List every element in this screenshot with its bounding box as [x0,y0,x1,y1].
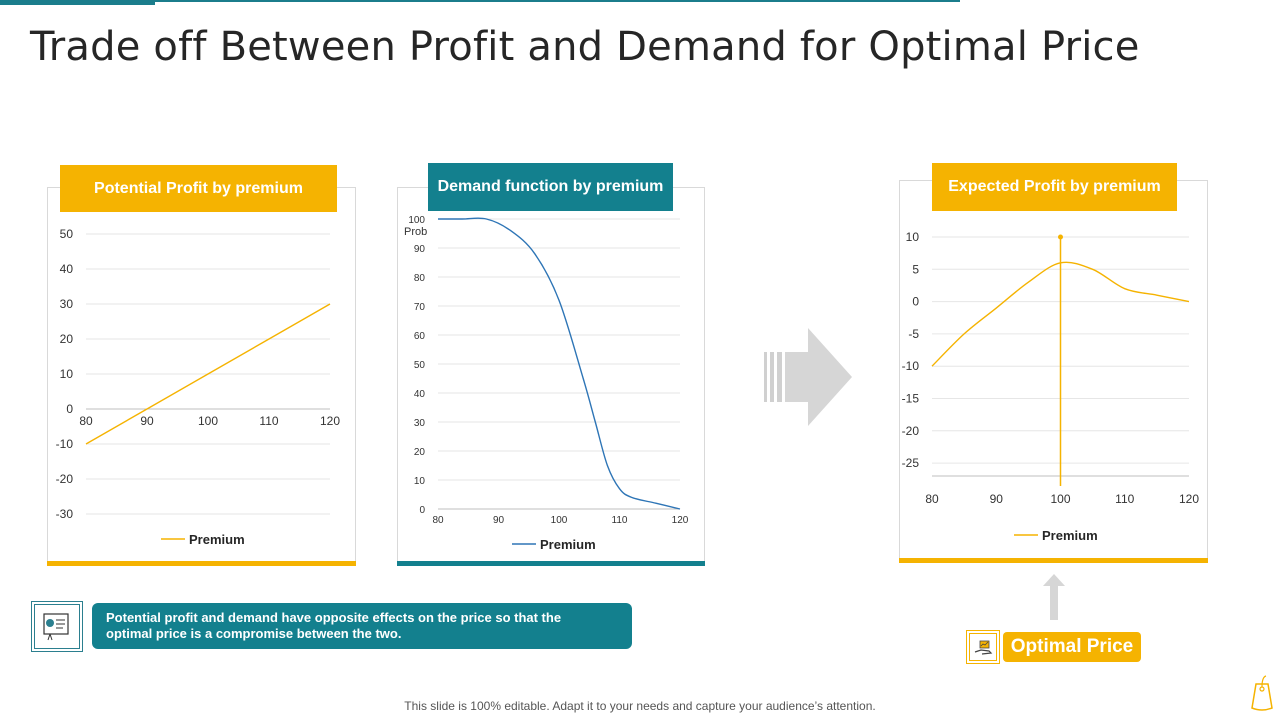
demand-panel-bottom-bar [397,561,705,566]
y-tick-label: 60 [414,331,426,342]
hand-chart-icon [966,630,1000,664]
legend-label: Premium [1042,528,1098,543]
series-line [437,217,681,510]
profit-panel-bottom-bar [47,561,356,566]
price-tag-icon [1251,675,1273,711]
y-tick-label: -10 [56,437,74,451]
y-tick-label: 10 [906,230,920,244]
y-tick-label: 90 [414,244,426,255]
y-tick-label: 10 [414,476,426,487]
x-tick-label: 90 [493,515,505,526]
summary-note-line-1: Potential profit and demand have opposit… [106,610,562,625]
x-tick-label: 80 [925,492,939,506]
demand-chart-title: Demand function by premium [428,163,673,211]
x-tick-label: 80 [79,414,93,428]
x-tick-label: 100 [1050,492,1070,506]
y-tick-label: 70 [414,302,426,313]
y-tick-label: 0 [912,295,919,309]
y-tick-label: 40 [60,262,74,276]
optimal-marker-point [1058,234,1063,240]
optimal-price-label: Optimal Price [1003,632,1141,662]
y-tick-label: 50 [414,360,426,371]
top-rule [0,0,960,2]
top-rule-accent [0,0,155,5]
y-tick-label: -20 [56,472,74,486]
y-tick-label: -20 [902,424,920,438]
legend-label: Premium [540,537,596,552]
x-tick-label: 110 [259,414,278,428]
profit-chart-title: Potential Profit by premium [60,165,337,212]
x-tick-label: 120 [320,414,340,428]
right-arrow-icon [764,328,852,426]
y-tick-label: 5 [912,262,919,276]
series-line [931,261,1190,367]
y-tick-label: 20 [414,447,426,458]
x-tick-label: 100 [551,515,568,526]
series-line [85,303,331,445]
expected-profit-chart-title: Expected Profit by premium [932,163,1177,211]
y-tick-label: -30 [56,507,74,521]
y-axis-label: Prob [404,226,427,238]
x-tick-label: 110 [1115,492,1134,506]
y-tick-label: 10 [60,367,74,381]
y-tick-label: 30 [414,418,426,429]
y-tick-label: 20 [60,332,74,346]
y-tick-label: 0 [66,402,73,416]
up-arrow-icon [1043,574,1065,620]
x-tick-label: 90 [140,414,154,428]
footer-note: This slide is 100% editable. Adapt it to… [404,699,876,713]
y-tick-label: -10 [902,359,920,373]
x-tick-label: 110 [612,515,628,526]
y-tick-label: -5 [908,327,919,341]
expected-panel-bottom-bar [899,558,1208,563]
y-tick-label: 100 [408,215,425,226]
summary-note: Potential profit and demand have opposit… [92,603,632,649]
demand-chart-panel [397,187,705,566]
y-tick-label: 40 [414,389,426,400]
page-title: Trade off Between Profit and Demand for … [30,24,1140,70]
x-tick-label: 80 [432,515,444,526]
summary-note-line-2: optimal price is a compromise between th… [106,626,402,641]
y-tick-label: 80 [414,273,426,284]
y-tick-label: 50 [60,227,74,241]
y-tick-label: -25 [902,456,920,470]
legend-label: Premium [189,532,245,547]
expected-profit-chart: 10 5 0 -5 -10 -15 -20 -25 80 90 100 110 120 Premium [902,230,1200,543]
x-tick-label: 90 [990,492,1004,506]
y-tick-label: 30 [60,297,74,311]
x-tick-label: 100 [198,414,218,428]
y-tick-label: 0 [419,505,425,516]
y-tick-label: -15 [902,391,920,405]
document-display-icon [31,601,83,652]
x-tick-label: 120 [672,515,689,526]
x-tick-label: 120 [1179,492,1199,506]
